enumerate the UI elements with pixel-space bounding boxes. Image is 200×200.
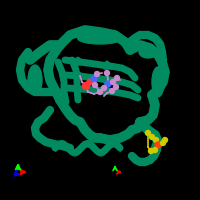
Circle shape: [154, 138, 158, 142]
Circle shape: [153, 148, 158, 152]
Circle shape: [114, 84, 118, 90]
Circle shape: [105, 81, 111, 87]
Circle shape: [160, 140, 166, 146]
Circle shape: [110, 79, 116, 84]
Circle shape: [155, 142, 161, 148]
Circle shape: [95, 72, 100, 76]
Circle shape: [91, 76, 97, 82]
Circle shape: [114, 75, 120, 80]
Ellipse shape: [152, 67, 164, 97]
Circle shape: [98, 90, 102, 95]
Circle shape: [92, 82, 98, 88]
Circle shape: [110, 88, 114, 94]
Circle shape: [150, 134, 154, 140]
Circle shape: [146, 130, 151, 136]
Ellipse shape: [78, 32, 122, 44]
Circle shape: [148, 148, 154, 154]
Circle shape: [104, 71, 110, 75]
Ellipse shape: [28, 65, 42, 95]
Circle shape: [102, 86, 106, 90]
Ellipse shape: [139, 46, 157, 58]
Circle shape: [83, 82, 90, 90]
Circle shape: [162, 138, 168, 142]
Circle shape: [87, 79, 93, 85]
